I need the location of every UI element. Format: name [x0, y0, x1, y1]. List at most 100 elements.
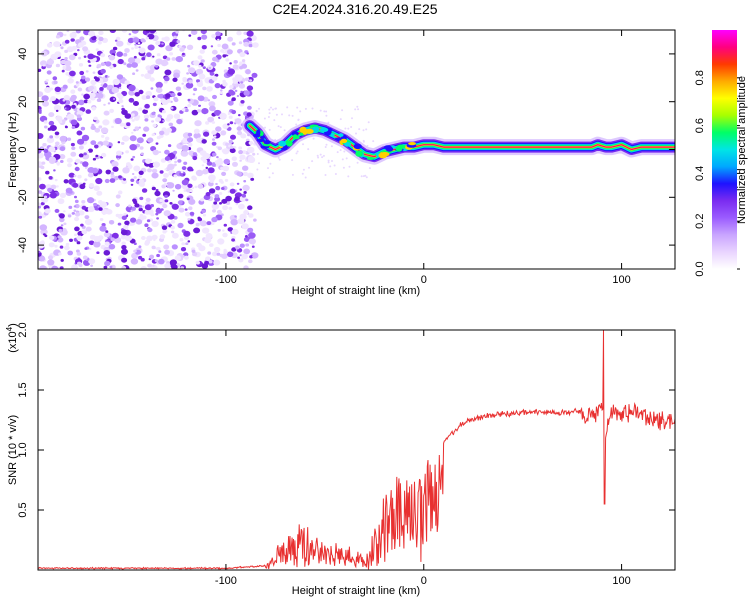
noise-blob: [258, 107, 260, 110]
noise-blob: [215, 35, 222, 41]
noise-blob: [212, 209, 216, 213]
noise-blob: [249, 79, 253, 82]
noise-blob: [95, 48, 99, 51]
noise-blob: [103, 232, 110, 238]
noise-blob: [272, 108, 274, 111]
noise-blob: [81, 229, 88, 235]
noise-blob: [39, 165, 43, 169]
noise-blob: [229, 62, 232, 65]
noise-blob: [200, 30, 207, 35]
noise-blob: [98, 30, 104, 36]
noise-blob: [271, 172, 274, 175]
noise-blob: [164, 149, 170, 155]
noise-blob: [242, 171, 248, 177]
ridge-blob: [344, 142, 352, 147]
noise-blob: [108, 243, 116, 250]
noise-blob: [103, 103, 106, 106]
noise-blob: [84, 215, 90, 220]
noise-blob: [214, 73, 219, 77]
noise-blob: [192, 251, 198, 257]
noise-blob: [77, 87, 83, 92]
noise-blob: [211, 49, 218, 55]
noise-blob: [211, 141, 217, 146]
noise-blob: [38, 162, 42, 167]
noise-blob: [210, 45, 214, 48]
noise-blob: [171, 244, 178, 250]
noise-blob: [165, 93, 171, 98]
noise-blob: [48, 146, 56, 153]
noise-blob: [116, 40, 124, 47]
noise-blob: [94, 127, 101, 133]
noise-blob: [66, 30, 70, 33]
noise-blob: [356, 161, 359, 164]
noise-blob: [235, 74, 243, 81]
noise-blob: [47, 255, 54, 260]
noise-blob: [88, 30, 96, 37]
noise-blob: [117, 222, 122, 226]
noise-blob: [169, 41, 176, 47]
noise-blob: [77, 261, 82, 266]
noise-blob: [242, 165, 249, 171]
noise-blob: [214, 83, 221, 89]
noise-blob: [68, 205, 73, 209]
noise-blob: [321, 156, 324, 159]
noise-blob: [183, 161, 188, 165]
noise-blob: [115, 154, 122, 160]
noise-blob: [209, 243, 214, 248]
noise-blob: [163, 244, 170, 250]
noise-blob: [195, 169, 204, 177]
noise-blob: [251, 245, 255, 248]
noise-blob: [209, 71, 215, 76]
noise-blob: [234, 118, 242, 124]
noise-blob: [152, 149, 159, 156]
noise-blob: [83, 152, 87, 156]
noise-blob: [208, 174, 216, 181]
noise-blob: [86, 150, 89, 154]
noise-blob: [90, 264, 93, 267]
ridge-blob: [330, 132, 335, 137]
noise-blob: [158, 258, 165, 265]
noise-blob: [222, 229, 225, 232]
noise-blob: [68, 54, 76, 61]
noise-blob: [182, 173, 186, 176]
noise-blob: [231, 109, 237, 115]
noise-blob: [100, 127, 109, 134]
noise-blob: [297, 118, 300, 121]
noise-blob: [215, 182, 218, 186]
noise-blob: [212, 56, 218, 62]
noise-blob: [226, 49, 233, 55]
noise-blob: [54, 244, 58, 248]
noise-blob: [134, 203, 140, 208]
noise-blob: [65, 72, 70, 76]
noise-blob: [180, 150, 189, 157]
noise-blob: [225, 195, 232, 202]
noise-blob: [133, 176, 137, 179]
noise-blob: [121, 105, 124, 108]
noise-blob: [239, 66, 244, 70]
noise-blob: [207, 167, 215, 174]
noise-blob: [164, 249, 171, 255]
spectrogram-x-tick-label: -100: [215, 274, 237, 286]
ridge-blob: [312, 127, 320, 133]
noise-blob: [157, 114, 161, 118]
noise-blob: [245, 198, 249, 202]
noise-blob: [54, 131, 60, 136]
ridge-blob: [302, 128, 308, 135]
noise-blob: [237, 218, 245, 225]
noise-blob: [155, 189, 159, 192]
noise-blob: [205, 121, 210, 125]
noise-blob: [229, 148, 236, 154]
noise-blob: [172, 77, 178, 83]
noise-blob: [95, 177, 103, 185]
noise-blob: [239, 243, 245, 248]
noise-blob: [50, 184, 57, 190]
noise-blob: [247, 156, 256, 163]
noise-blob: [347, 175, 350, 178]
noise-blob: [64, 49, 68, 54]
noise-blob: [149, 254, 155, 259]
noise-blob: [217, 43, 221, 48]
noise-blob: [347, 127, 350, 130]
noise-blob: [128, 33, 132, 36]
noise-blob: [58, 228, 63, 233]
noise-blob: [164, 69, 172, 76]
